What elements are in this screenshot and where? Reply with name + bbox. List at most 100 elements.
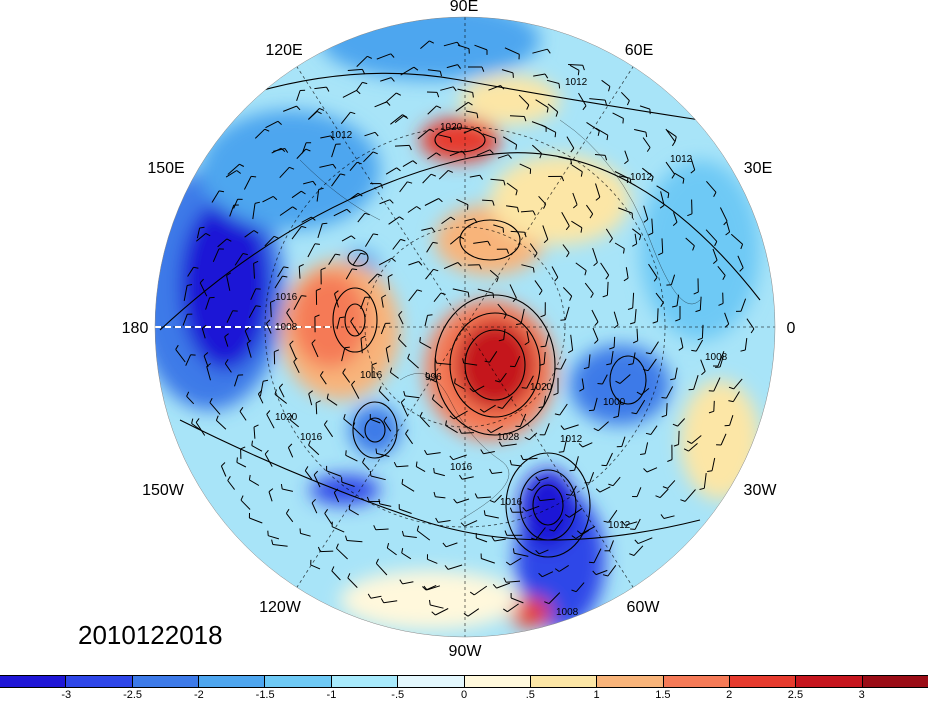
wind-barb bbox=[244, 330, 250, 342]
wind-barb bbox=[666, 403, 668, 416]
contour-label: 1000 bbox=[603, 397, 626, 408]
wind-barb bbox=[493, 224, 504, 229]
wind-barb-flag bbox=[424, 449, 428, 455]
wind-barb bbox=[481, 558, 495, 564]
wind-barb bbox=[225, 170, 237, 178]
wind-barb bbox=[510, 230, 525, 233]
wind-barb bbox=[520, 210, 534, 213]
wind-barb bbox=[673, 212, 678, 223]
wind-barb-flag bbox=[251, 440, 253, 446]
wind-barb bbox=[619, 175, 631, 179]
wind-barb bbox=[316, 189, 320, 202]
wind-barb bbox=[264, 235, 275, 247]
wind-barb-flag bbox=[492, 200, 495, 206]
wind-barb bbox=[588, 354, 591, 368]
wind-barb bbox=[396, 465, 409, 468]
wind-barb bbox=[566, 136, 575, 149]
wind-barb-flag bbox=[450, 216, 456, 221]
wind-barb-flag bbox=[311, 216, 316, 221]
wind-barb-flag bbox=[236, 170, 241, 174]
wind-barb-flag bbox=[399, 216, 404, 221]
wind-barb bbox=[592, 247, 598, 263]
wind-barb-flag bbox=[594, 321, 599, 327]
wind-barb bbox=[370, 475, 386, 481]
wind-barb-flag bbox=[544, 601, 550, 605]
wind-barb bbox=[394, 144, 410, 147]
wind-barb-flag bbox=[512, 548, 515, 554]
wind-barb bbox=[581, 378, 585, 389]
wind-barb bbox=[632, 352, 636, 364]
wind-barb-flag bbox=[390, 53, 395, 58]
wind-barb bbox=[693, 375, 699, 390]
wind-barb-flag bbox=[304, 466, 309, 471]
wind-barb bbox=[600, 262, 610, 276]
wind-barb-flag bbox=[195, 418, 200, 423]
wind-barb bbox=[407, 358, 419, 369]
wind-barb-flag bbox=[288, 443, 293, 448]
colorbar bbox=[0, 675, 928, 688]
wind-barb bbox=[644, 442, 649, 454]
colorbar-tick-label: 0 bbox=[460, 689, 468, 701]
wind-barb bbox=[635, 399, 646, 414]
wind-barb bbox=[650, 425, 658, 435]
wind-barb-flag bbox=[577, 70, 580, 76]
wind-barb-flag bbox=[253, 260, 259, 264]
wind-barb bbox=[477, 496, 492, 499]
wind-barb-flag bbox=[398, 310, 403, 316]
wind-barb bbox=[569, 507, 583, 518]
wind-barb-flag bbox=[439, 71, 442, 77]
wind-barb-flag bbox=[582, 105, 587, 111]
wind-barb-flag bbox=[537, 495, 541, 501]
wind-barb bbox=[368, 273, 378, 284]
colorbar-swatch bbox=[597, 676, 664, 687]
wind-barb-flag bbox=[415, 461, 418, 467]
wind-barb-flag bbox=[449, 415, 455, 420]
contour-label: 1016 bbox=[275, 292, 298, 303]
wind-barb bbox=[700, 359, 706, 372]
wind-barb-flag bbox=[543, 203, 547, 209]
wind-barb bbox=[301, 142, 307, 154]
wind-barb bbox=[719, 355, 724, 368]
wind-barb-flag bbox=[725, 231, 730, 236]
wind-barb-flag bbox=[374, 131, 379, 137]
wind-barb bbox=[239, 411, 247, 421]
wind-barb bbox=[341, 347, 346, 362]
wind-barb-flag bbox=[266, 410, 271, 415]
wind-barb bbox=[374, 101, 387, 108]
wind-barb bbox=[724, 312, 730, 325]
wind-barb bbox=[416, 530, 431, 541]
wind-barb-flag bbox=[659, 204, 665, 209]
wind-barb-flag bbox=[236, 457, 238, 463]
wind-barb bbox=[394, 115, 405, 123]
wind-barb bbox=[589, 472, 595, 483]
wind-barb-flag bbox=[492, 583, 497, 589]
wind-barb bbox=[314, 86, 327, 90]
wind-barb-flag bbox=[718, 302, 724, 306]
wind-barb-flag bbox=[582, 65, 585, 71]
wind-barb-flag bbox=[638, 235, 642, 241]
wind-barb bbox=[564, 306, 570, 320]
wind-barb-flag bbox=[479, 174, 483, 180]
wind-barb bbox=[404, 395, 420, 399]
wind-barb-flag bbox=[604, 155, 608, 161]
wind-barb-flag bbox=[532, 267, 535, 273]
wind-barb bbox=[678, 430, 680, 445]
contour-label: 1016 bbox=[300, 432, 323, 443]
wind-barb bbox=[636, 328, 639, 341]
wind-barb bbox=[643, 205, 649, 220]
wind-barb bbox=[488, 85, 501, 91]
wind-barb-flag bbox=[695, 309, 701, 313]
wind-barb bbox=[398, 314, 404, 325]
wind-barb-flag bbox=[319, 371, 324, 376]
wind-barb bbox=[513, 552, 529, 557]
wind-barb bbox=[320, 135, 331, 139]
wind-barb bbox=[443, 262, 459, 270]
wind-barb bbox=[427, 152, 437, 160]
wind-barb-flag bbox=[326, 86, 330, 92]
colorbar-swatch bbox=[530, 676, 598, 687]
wind-barb bbox=[476, 537, 488, 543]
wind-barb bbox=[561, 212, 570, 227]
wind-barb-flag bbox=[546, 107, 549, 113]
wind-barb-flag bbox=[396, 92, 402, 96]
wind-barb-flag bbox=[350, 111, 356, 115]
